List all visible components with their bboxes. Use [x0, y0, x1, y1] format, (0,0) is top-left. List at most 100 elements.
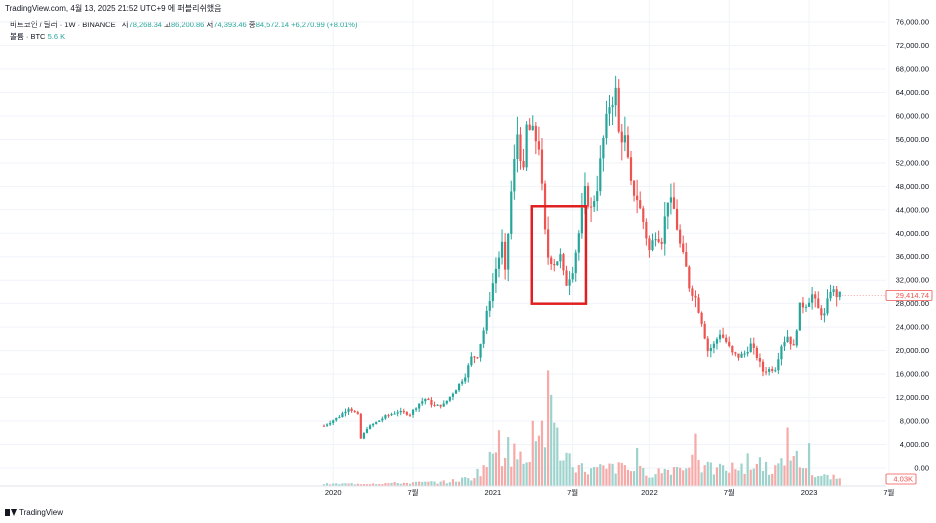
- candle-body: [378, 420, 381, 422]
- x-tick-label: 7월: [407, 487, 418, 497]
- volume-bar: [700, 472, 703, 486]
- candle-body: [491, 283, 494, 302]
- y-tick-label: 36,000.00: [896, 252, 929, 261]
- volume-bar: [777, 463, 780, 486]
- candle-body: [804, 306, 808, 308]
- candle-body: [764, 371, 768, 373]
- symbol-label[interactable]: 비트코인 / 달러 · 1W · BINANCE: [10, 20, 116, 29]
- change-value: +6,270.99 (+8.01%): [291, 20, 358, 29]
- candle-body: [433, 404, 436, 406]
- volume-bar: [537, 435, 540, 486]
- volume-bar: [768, 474, 771, 486]
- volume-bar: [605, 468, 608, 486]
- candle-body: [415, 408, 418, 410]
- volume-bar: [663, 468, 666, 486]
- volume-bar: [712, 474, 715, 486]
- volume-bar: [500, 466, 504, 486]
- volume-bar: [814, 477, 817, 486]
- volume-bar: [448, 482, 451, 486]
- y-tick-label: 16,000.00: [896, 370, 929, 379]
- volume-bar: [528, 461, 531, 486]
- volume-label[interactable]: 볼륨 · BTC: [10, 32, 46, 41]
- candle-body: [384, 415, 387, 419]
- low-value: 74,393.46: [213, 20, 247, 29]
- candle-body: [507, 233, 510, 270]
- candle-body: [368, 425, 372, 429]
- candle-body: [636, 195, 639, 201]
- candle-body: [461, 381, 464, 384]
- volume-bar: [838, 478, 841, 486]
- volume-bar: [534, 441, 537, 486]
- candle-body: [608, 107, 611, 114]
- candle-body: [436, 404, 439, 406]
- volume-bar: [792, 456, 795, 486]
- volume-bar: [411, 482, 415, 486]
- candle-body: [672, 197, 676, 209]
- footer-brand[interactable]: TradingView: [19, 508, 64, 517]
- volume-bar: [488, 451, 491, 486]
- candle-body: [519, 134, 522, 162]
- volume-bar: [654, 474, 657, 486]
- y-tick-label: 32,000.00: [896, 276, 929, 285]
- volume-bar: [359, 484, 362, 486]
- candlesticks: [322, 75, 841, 440]
- y-tick-label: 56,000.00: [896, 135, 929, 144]
- candle-body: [427, 398, 430, 400]
- volume-bar: [540, 420, 544, 486]
- volume-bar: [571, 467, 574, 486]
- candle-body: [565, 270, 568, 286]
- candle-body: [553, 263, 556, 266]
- candle-body: [811, 294, 814, 303]
- candle-body: [614, 87, 617, 106]
- candle-body: [648, 238, 651, 251]
- volume-bar: [798, 467, 801, 486]
- candle-body: [737, 353, 740, 358]
- volume-bar: [513, 443, 516, 486]
- y-tick-label: 68,000.00: [896, 64, 929, 73]
- volume-bar: [755, 463, 758, 486]
- candle-body: [574, 252, 577, 274]
- candle-body: [703, 323, 706, 339]
- candle-body: [669, 197, 673, 203]
- candle-body: [706, 338, 709, 352]
- candle-body: [675, 208, 679, 230]
- candle-body: [589, 206, 593, 208]
- volume-bar: [485, 466, 488, 486]
- candle-body: [547, 229, 550, 258]
- volume-value: 5.6 K: [47, 32, 66, 41]
- candle-body: [350, 408, 353, 411]
- candle-body: [332, 420, 335, 423]
- candle-body: [798, 302, 801, 331]
- candle-body: [611, 105, 614, 108]
- last-volume-badge: [885, 473, 917, 485]
- last-price-badge: [885, 289, 933, 301]
- volume-bar: [421, 482, 424, 486]
- candle-body: [700, 312, 703, 324]
- candle-body: [626, 135, 630, 158]
- volume-bar: [672, 467, 676, 486]
- candle-body: [500, 241, 504, 258]
- volume-bar: [629, 471, 633, 486]
- candle-body: [396, 412, 399, 414]
- candle-body: [642, 208, 645, 222]
- volume-bar: [783, 465, 786, 486]
- candle-body: [393, 413, 396, 415]
- candle-body: [464, 377, 467, 382]
- volume-bar: [691, 454, 694, 486]
- y-tick-label: 28,000.00: [896, 299, 929, 308]
- volume-bar: [771, 473, 774, 486]
- y-tick-label: 40,000.00: [896, 229, 929, 238]
- volume-bar: [491, 453, 494, 486]
- candle-body: [593, 201, 596, 207]
- candle-body: [663, 216, 666, 244]
- volume-bar: [504, 457, 507, 486]
- y-tick-label: 60,000.00: [896, 111, 929, 120]
- candle-body: [786, 336, 789, 343]
- volume-bar: [387, 483, 390, 486]
- candle-body: [712, 343, 715, 348]
- candle-body: [795, 330, 798, 346]
- candle-body: [411, 409, 415, 415]
- volume-bar: [774, 465, 777, 486]
- open-value: 78,268.34: [128, 20, 162, 29]
